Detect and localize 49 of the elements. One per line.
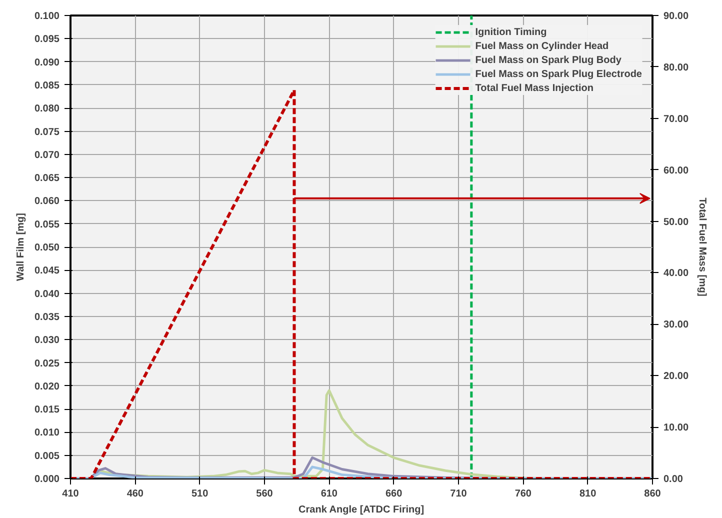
y2-tick-label: 40.00 <box>664 268 689 280</box>
x-tick-label: 810 <box>579 488 597 500</box>
y2-tick-label: 80.00 <box>664 62 689 74</box>
x-tick-label: 560 <box>256 488 274 500</box>
y-tick-label: 0.025 <box>34 358 60 370</box>
legend-label: Fuel Mass on Cylinder Head <box>475 40 609 53</box>
y-tick-label: 0.090 <box>34 57 60 68</box>
y-tick-label: 0.045 <box>34 266 60 277</box>
y-tick-label: 0.080 <box>34 104 60 115</box>
x-tick-label: 410 <box>62 488 80 500</box>
y-tick-label: 0.030 <box>34 335 60 346</box>
legend-label: Total Fuel Mass Injection <box>475 82 594 95</box>
x-tick-label: 510 <box>191 488 209 500</box>
y-tick-label: 0.070 <box>34 150 60 161</box>
y-tick-label: 0.000 <box>34 474 60 485</box>
y2-tick-label: 10.00 <box>664 422 689 434</box>
y-axis-title: Wall Film [mg] <box>15 213 26 281</box>
y-tick-label: 0.055 <box>34 219 60 230</box>
legend-label: Fuel Mass on Spark Plug Body <box>475 54 622 67</box>
x-axis-title: Crank Angle [ATDC Firing] <box>298 504 424 516</box>
x-tick-label: 610 <box>320 488 338 500</box>
x-tick-label: 710 <box>450 488 468 500</box>
y2-tick-label: 50.00 <box>664 216 689 228</box>
y2-tick-label: 60.00 <box>664 165 689 176</box>
y-tick-label: 0.020 <box>34 381 60 392</box>
y-tick-label: 0.065 <box>34 173 60 184</box>
legend-label: Fuel Mass on Spark Plug Electrode <box>475 68 642 81</box>
y2-tick-label: 20.00 <box>664 371 689 382</box>
y-tick-label: 0.015 <box>34 404 60 416</box>
x-tick-label: 460 <box>126 488 144 500</box>
x-tick-label: 760 <box>514 488 532 500</box>
y-tick-label: 0.075 <box>34 126 60 138</box>
y2-tick-label: 90.00 <box>664 11 689 22</box>
y2-tick-label: 70.00 <box>664 114 689 125</box>
legend-label: Ignition Timing <box>475 26 547 39</box>
y-tick-label: 0.035 <box>34 312 60 323</box>
y-tick-label: 0.100 <box>34 11 60 22</box>
y-tick-label: 0.085 <box>34 80 60 92</box>
y-tick-label: 0.050 <box>34 242 60 254</box>
y-tick-label: 0.060 <box>34 196 60 208</box>
y-tick-label: 0.040 <box>34 288 60 300</box>
y-tick-label: 0.010 <box>34 428 60 439</box>
y2-axis-title: Total Fuel Mass [mg] <box>696 198 708 296</box>
x-tick-label: 860 <box>644 488 662 500</box>
x-tick-label: 660 <box>385 488 403 500</box>
y-tick-label: 0.005 <box>34 450 60 462</box>
y2-tick-label: 0.00 <box>664 474 684 485</box>
y-tick-label: 0.095 <box>34 34 60 46</box>
y2-tick-label: 30.00 <box>664 320 689 331</box>
